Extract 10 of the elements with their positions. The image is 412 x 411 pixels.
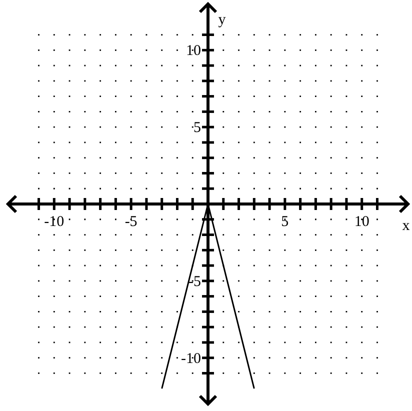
y-tick-label: -5 — [188, 274, 201, 290]
x-tick-label: 10 — [354, 214, 370, 230]
x-tick-label: -10 — [44, 214, 64, 230]
x-tick-label: 5 — [281, 214, 289, 230]
x-tick-label: -5 — [124, 214, 138, 230]
x-axis-title: x — [402, 218, 410, 234]
y-tick-label: -10 — [181, 350, 201, 367]
y-tick-label: 10 — [186, 43, 201, 60]
y-tick-label: 5 — [194, 120, 201, 136]
y-axis-title: y — [218, 12, 226, 28]
